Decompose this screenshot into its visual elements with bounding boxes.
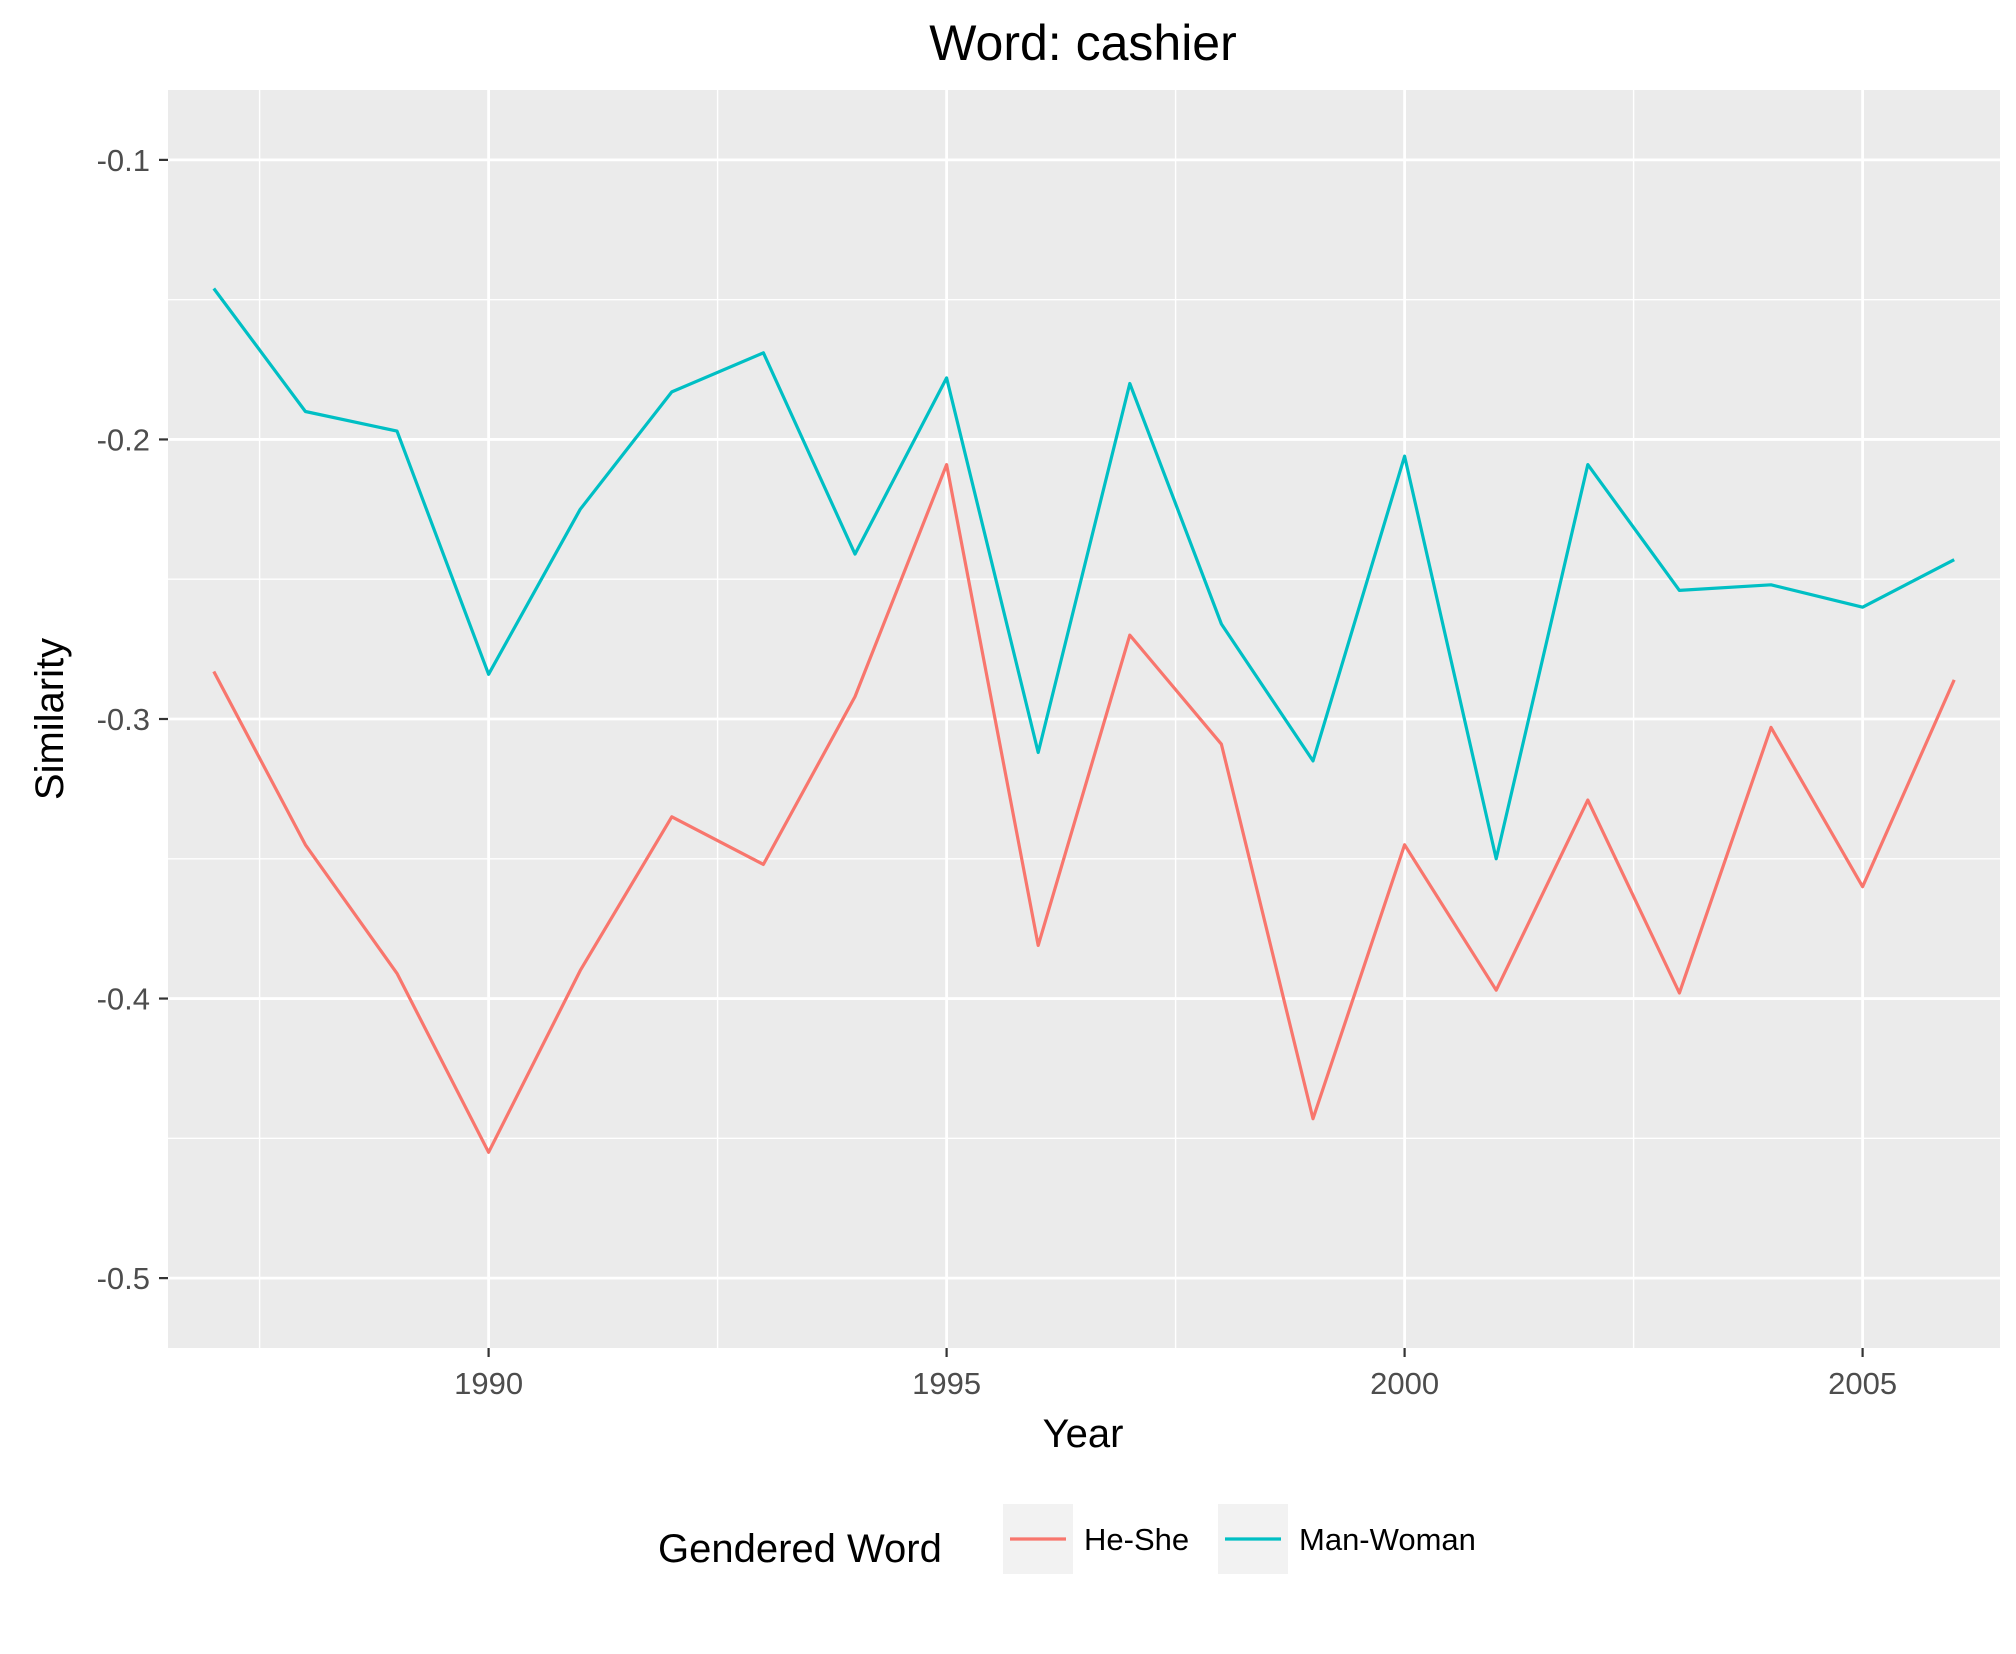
legend-label-man-woman: Man-Woman <box>1299 1522 1476 1557</box>
legend: Gendered Word He-She Man-Woman <box>658 1504 1476 1574</box>
y-tick-label: -0.4 <box>97 982 150 1017</box>
y-tick-label: -0.3 <box>97 702 150 737</box>
x-axis-title: Year <box>1043 1412 1124 1456</box>
x-axis-ticks: 1990 1995 2000 2005 <box>454 1348 1897 1401</box>
y-axis-title: Similarity <box>28 638 72 800</box>
major-gridlines <box>168 90 2000 1348</box>
legend-label-he-she: He-She <box>1084 1522 1189 1557</box>
legend-title: Gendered Word <box>658 1527 942 1571</box>
series-line-he-she <box>212 463 1956 1154</box>
chart-title: Word: cashier <box>929 15 1237 71</box>
series-line-man-woman <box>212 287 1955 861</box>
x-tick-label: 1990 <box>454 1366 523 1401</box>
y-axis-ticks: -0.1 -0.2 -0.3 -0.4 -0.5 <box>97 143 168 1296</box>
series-lines <box>212 287 1956 1154</box>
y-tick-label: -0.5 <box>97 1261 150 1296</box>
x-tick-label: 2000 <box>1370 1366 1439 1401</box>
x-tick-label: 2005 <box>1828 1366 1897 1401</box>
x-tick-label: 1995 <box>912 1366 981 1401</box>
y-tick-label: -0.2 <box>97 422 150 457</box>
y-tick-label: -0.1 <box>97 143 150 178</box>
